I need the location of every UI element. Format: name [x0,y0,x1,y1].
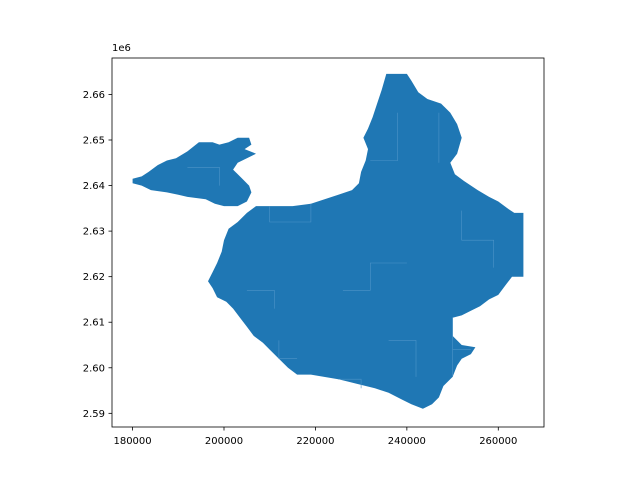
x-tick-label: 260000 [479,436,517,447]
district-border [388,340,417,377]
district-border [278,340,298,359]
district-border [187,167,220,186]
x-tick-label: 180000 [113,436,151,447]
y-tick-label: 2.62 [83,272,105,283]
x-axis: 180000 200000 220000 240000 260000 [113,427,517,447]
district-border [370,112,398,161]
district-border [342,262,407,291]
axes-frame [111,57,545,428]
district-border [246,290,275,309]
map-exclave [132,137,256,207]
y-tick-label: 2.59 [83,409,105,420]
y-tick-label: 2.65 [83,136,105,147]
y-tick-label: 2.66 [83,90,105,101]
y-tick-label: 2.60 [83,363,105,374]
district-border [461,210,494,268]
y-axis: 2.59 2.60 2.61 2.62 2.63 2.64 2.65 2.66 [83,90,112,420]
y-axis-offset-label: 1e6 [112,43,131,54]
y-tick-label: 2.63 [83,227,105,238]
x-tick-label: 240000 [388,436,426,447]
district-border [269,203,312,223]
map-region [208,73,524,409]
plot-area [132,73,524,409]
x-tick-label: 200000 [205,436,243,447]
internal-borders [187,112,494,389]
x-tick-label: 220000 [296,436,334,447]
y-tick-label: 2.64 [83,181,105,192]
y-tick-label: 2.61 [83,318,105,329]
district-border [338,378,362,389]
